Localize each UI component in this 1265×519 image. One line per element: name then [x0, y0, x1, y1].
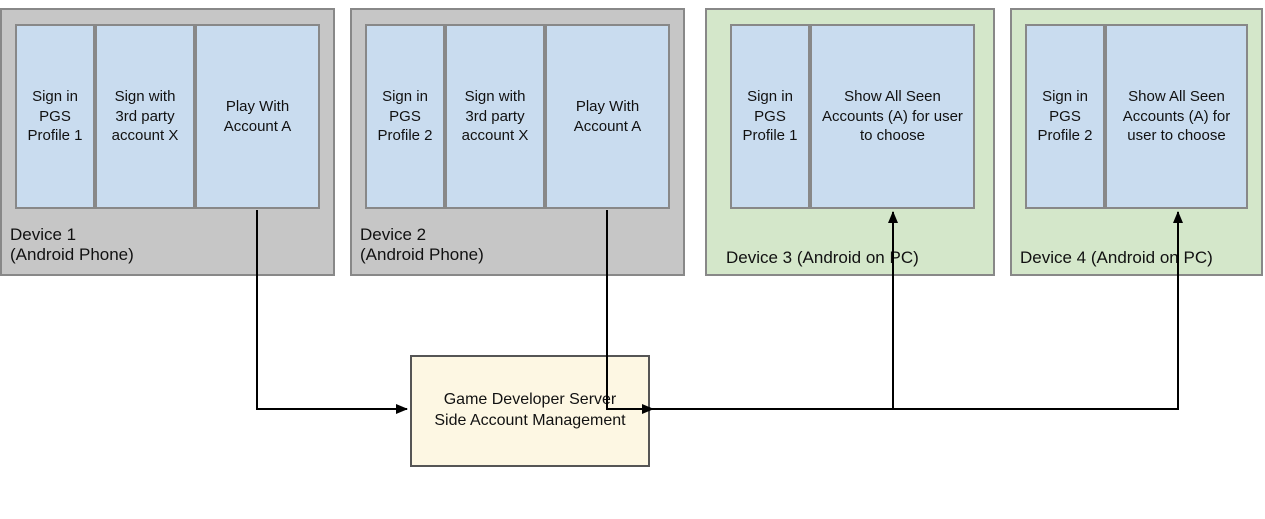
device-2-col-3: Play With Account A: [545, 24, 670, 209]
cell-text: Show All Seen Accounts (A) for user to c…: [1115, 87, 1238, 146]
device-3-col-1: Sign in PGS Profile 1: [730, 24, 810, 209]
cell-text: Show All Seen Accounts (A) for user to c…: [820, 87, 965, 146]
cell-text: Play With Account A: [205, 97, 310, 136]
cell-text: Sign with 3rd party account X: [105, 87, 185, 146]
device-2-col-2: Sign with 3rd party account X: [445, 24, 545, 209]
device-2-col-1: Sign in PGS Profile 2: [365, 24, 445, 209]
device-4-label: Device 4 (Android on PC): [1020, 248, 1213, 268]
cell-text: Sign in PGS Profile 2: [375, 87, 435, 146]
cell-text: Sign with 3rd party account X: [455, 87, 535, 146]
device-3-label: Device 3 (Android on PC): [726, 248, 919, 268]
cell-text: Play With Account A: [555, 97, 660, 136]
developer-server-box: Game Developer Server Side Account Manag…: [410, 355, 650, 467]
device-3-col-2: Show All Seen Accounts (A) for user to c…: [810, 24, 975, 209]
device-1-col-1: Sign in PGS Profile 1: [15, 24, 95, 209]
cell-text: Sign in PGS Profile 1: [25, 87, 85, 146]
device-1-label: Device 1 (Android Phone): [10, 225, 134, 265]
cell-text: Sign in PGS Profile 1: [740, 87, 800, 146]
device-4-col-2: Show All Seen Accounts (A) for user to c…: [1105, 24, 1248, 209]
diagram-stage: { "colors": { "canvas_bg": "#ffffff", "d…: [0, 0, 1265, 519]
cell-text: Sign in PGS Profile 2: [1035, 87, 1095, 146]
device-1-col-2: Sign with 3rd party account X: [95, 24, 195, 209]
device-4-col-1: Sign in PGS Profile 2: [1025, 24, 1105, 209]
device-2-label: Device 2 (Android Phone): [360, 225, 484, 265]
device-1-col-3: Play With Account A: [195, 24, 320, 209]
